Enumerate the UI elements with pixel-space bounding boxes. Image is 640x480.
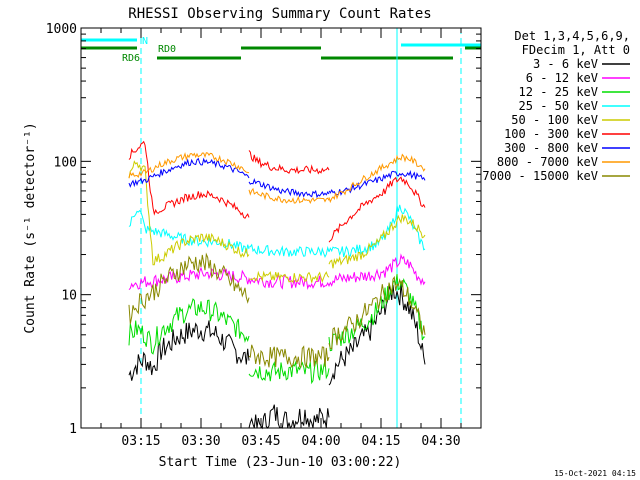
y-axis-label: Count Rate (s⁻¹ detector⁻¹) — [23, 122, 38, 333]
legend-entry-label: 100 - 300 keV — [504, 127, 598, 141]
vertical-lines — [140, 28, 462, 428]
series-line-segment — [328, 176, 426, 243]
series-6-12-kev — [128, 253, 426, 291]
series-line-segment — [248, 187, 330, 204]
chart-title: RHESSI Observing Summary Count Rates — [128, 6, 431, 22]
y-tick-label: 1000 — [46, 22, 77, 37]
legend-entry-label: 800 - 7000 keV — [497, 155, 598, 169]
series-layer — [128, 140, 426, 430]
y-tick-label: 1 — [69, 422, 77, 437]
legend: Det 1,3,4,5,6,9,FDecim 1, Att 03 - 6 keV… — [482, 29, 630, 183]
series-line-segment — [128, 157, 250, 188]
x-tick-label: 04:15 — [361, 434, 400, 449]
x-tick-label: 03:15 — [121, 434, 160, 449]
legend-entry-label: 50 - 100 keV — [511, 113, 598, 127]
legend-header: Det 1,3,4,5,6,9, — [514, 29, 630, 43]
series-100-300-kev — [128, 140, 426, 243]
legend-entry-label: 7000 - 15000 keV — [482, 169, 598, 183]
flag-bars: N RD0 RD6 — [81, 36, 481, 64]
x-tick-label: 04:00 — [301, 434, 340, 449]
legend-entry-label: 3 - 6 keV — [533, 57, 598, 71]
y-tick-label: 10 — [61, 289, 77, 304]
series-line-segment — [128, 160, 250, 266]
legend-entry-label: 12 - 25 keV — [519, 85, 598, 99]
x-tick-label: 04:30 — [421, 434, 460, 449]
series-line-segment — [128, 152, 250, 179]
series-300-800-kev — [128, 157, 426, 199]
legend-header: FDecim 1, Att 0 — [522, 43, 630, 57]
series-line-segment — [328, 275, 426, 350]
series-line-segment — [248, 243, 330, 259]
legend-entry-label: 6 - 12 keV — [526, 71, 598, 85]
series-3-6-kev — [128, 283, 426, 430]
x-axis-label: Start Time (23-Jun-10 03:00:22) — [159, 455, 402, 470]
axes: 1 10 100 1000 03:15 03:30 03:45 04:00 04:15 04:30 — [46, 22, 482, 449]
series-line-segment — [128, 140, 250, 219]
series-800-7000-kev — [128, 152, 426, 204]
legend-entry-label: 25 - 50 keV — [519, 99, 598, 113]
flag-bar-label: N — [142, 36, 148, 47]
series-line-segment — [328, 170, 426, 196]
series-line-segment — [248, 178, 330, 199]
series-line-segment — [128, 320, 250, 381]
series-line-segment — [128, 253, 426, 291]
footer-timestamp: 15-Oct-2021 04:15 — [554, 469, 636, 478]
series-line-segment — [248, 360, 330, 385]
flag-bar-label: RD0 — [158, 44, 176, 55]
series-line-segment — [248, 344, 330, 368]
series-12-25-kev — [128, 273, 426, 385]
series-line-segment — [128, 298, 250, 355]
series-line-segment — [128, 209, 250, 254]
series-25-50-kev — [128, 204, 426, 259]
series-line-segment — [248, 150, 330, 175]
series-line-segment — [328, 153, 426, 204]
y-tick-label: 100 — [54, 155, 77, 170]
series-line-segment — [248, 270, 330, 284]
series-7000-15000-kev — [128, 252, 426, 368]
series-50-100-kev — [128, 160, 426, 284]
flag-bar-label: RD6 — [122, 53, 140, 64]
series-line-segment — [328, 204, 426, 258]
legend-entry-label: 300 - 800 keV — [504, 141, 598, 155]
series-line-segment — [128, 252, 250, 324]
series-line-segment — [328, 214, 426, 269]
x-tick-label: 03:45 — [241, 434, 280, 449]
x-tick-label: 03:30 — [181, 434, 220, 449]
